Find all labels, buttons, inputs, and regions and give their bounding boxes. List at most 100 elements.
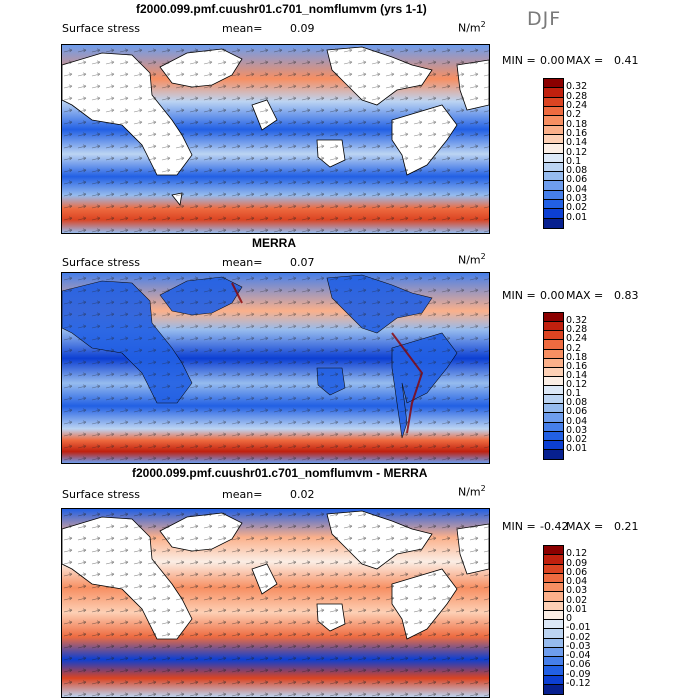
colorbar-swatch [544, 144, 563, 154]
panel-1-max-value: 0.41 [614, 54, 639, 67]
colorbar-tick-label: -0.02 [566, 631, 591, 643]
panel-2-title: MERRA [252, 236, 296, 250]
colorbar-tick-label: 0.12 [566, 379, 588, 390]
colorbar-swatch [544, 564, 563, 574]
colorbar-swatch [544, 322, 563, 332]
colorbar-tick-label: 0.02 [566, 594, 588, 606]
colorbar-swatch [544, 313, 563, 323]
colorbar-tick-label: 0.24 [566, 99, 588, 111]
colorbar-tick-label: 0.04 [566, 183, 588, 195]
colorbar-swatch [544, 376, 563, 386]
colorbar-swatch [544, 546, 563, 556]
colorbar-swatch [544, 106, 563, 117]
colorbar-swatch [544, 638, 563, 648]
panel-1-min-value: 0.00 [540, 54, 565, 67]
colorbar-swatch [544, 449, 563, 459]
colorbar-tick-label: -0.03 [566, 640, 591, 652]
colorbar-tick-label: 0.06 [566, 566, 588, 578]
colorbar-swatch [544, 647, 563, 657]
colorbar-swatch [544, 413, 563, 423]
colorbar-tick-label: -0.12 [566, 677, 591, 689]
colorbar-swatch [544, 172, 563, 182]
colorbar-tick-label: 0.03 [566, 424, 588, 436]
panel-3-mean-label: mean= [222, 488, 263, 501]
colorbar-tick-label: 0.28 [566, 324, 588, 336]
panel-1-title: f2000.099.pmf.cuushr01.c701_nomflumvm (y… [136, 2, 427, 16]
colorbar-swatch [544, 657, 563, 667]
colorbar-tick-label: 0.2 [566, 342, 582, 354]
colorbar-tick-label: -0.06 [566, 659, 591, 671]
colorbar-tick-label: 0.02 [566, 433, 588, 445]
colorbar-tick-label: 0.16 [566, 127, 588, 139]
colorbar-swatch [544, 684, 563, 694]
colorbar-tick-label: -0.09 [566, 668, 591, 680]
panel-3-mean-value: 0.02 [290, 488, 315, 501]
colorbar-swatch [544, 592, 563, 602]
colorbar-tick-label: 0.18 [566, 118, 588, 130]
colorbar-tick-label: 0.32 [566, 81, 588, 93]
colorbar-tick-label: 0.03 [566, 585, 588, 597]
panel-1-colorbar [543, 78, 564, 229]
colorbar-swatch [544, 404, 563, 414]
panel-3-min-value: -0.42 [540, 520, 569, 533]
colorbar-tick-label: -0.04 [566, 650, 591, 661]
season-label: DJF [527, 8, 562, 30]
colorbar-tick-label: 0.2 [566, 109, 582, 121]
colorbar-tick-label: 0.02 [566, 202, 588, 214]
colorbar-swatch [544, 675, 563, 685]
colorbar-swatch [544, 367, 563, 377]
panel-2-max-label: MAX = [566, 289, 604, 302]
colorbar-tick-label: 0.12 [566, 548, 588, 560]
panel-3-title: f2000.099.pmf.cuushr01.c701_nomflumvm - … [132, 466, 428, 480]
panel-2-mean-label: mean= [222, 256, 263, 269]
colorbar-swatch [544, 200, 563, 210]
colorbar-swatch [544, 162, 563, 173]
colorbar-tick-label: 0.14 [566, 137, 588, 149]
colorbar-tick-label: -0.01 [566, 622, 591, 634]
panel-2-mean-value: 0.07 [290, 256, 315, 269]
colorbar-swatch [544, 190, 563, 201]
panel-2-colorbar [543, 312, 564, 460]
colorbar-tick-label: 0.01 [566, 211, 588, 223]
panel-1-units: N/m2 [458, 20, 486, 35]
panel-1-mean-value: 0.09 [290, 22, 315, 35]
colorbar-swatch [544, 583, 563, 593]
colorbar-swatch [544, 218, 563, 228]
colorbar-tick-label: 0.1 [566, 388, 582, 400]
panel-1-mean-label: mean= [222, 22, 263, 35]
colorbar-swatch [544, 422, 563, 432]
panel-1-min-label: MIN = [502, 54, 536, 67]
colorbar-tick-label: 0.09 [566, 557, 588, 569]
colorbar-tick-label: 0.01 [566, 603, 588, 615]
panel-2-map [61, 272, 490, 464]
colorbar-swatch [544, 395, 563, 405]
colorbar-swatch [544, 97, 563, 107]
colorbar-tick-label: 0.04 [566, 576, 588, 587]
colorbar-swatch [544, 386, 563, 396]
panel-2-variable-label: Surface stress [62, 256, 140, 269]
colorbar-tick-label: 0.04 [566, 415, 588, 427]
panel-3-map [61, 508, 490, 698]
colorbar-swatch [544, 358, 563, 368]
colorbar-tick-label: 0.14 [566, 369, 588, 381]
panel-2-max-value: 0.83 [614, 289, 639, 302]
panel-1-max-label: MAX = [566, 54, 604, 67]
colorbar-swatch [544, 116, 563, 126]
colorbar-swatch [544, 153, 563, 163]
colorbar-tick-label: 0.18 [566, 351, 588, 363]
colorbar-swatch [544, 125, 563, 135]
colorbar-swatch [544, 555, 563, 565]
panel-3-min-label: MIN = [502, 520, 536, 533]
colorbar-swatch [544, 440, 563, 450]
colorbar-swatch [544, 666, 563, 676]
colorbar-swatch [544, 181, 563, 191]
colorbar-tick-label: 0.06 [566, 406, 588, 418]
panel-3-max-label: MAX = [566, 520, 604, 533]
colorbar-tick-label: 0.32 [566, 315, 588, 327]
colorbar-tick-label: 0.08 [566, 165, 588, 177]
colorbar-tick-label: 0.16 [566, 360, 588, 372]
colorbar-swatch [544, 331, 563, 341]
colorbar-tick-label: 0.28 [566, 90, 588, 102]
colorbar-swatch [544, 620, 563, 630]
colorbar-tick-label: 0.03 [566, 193, 588, 205]
